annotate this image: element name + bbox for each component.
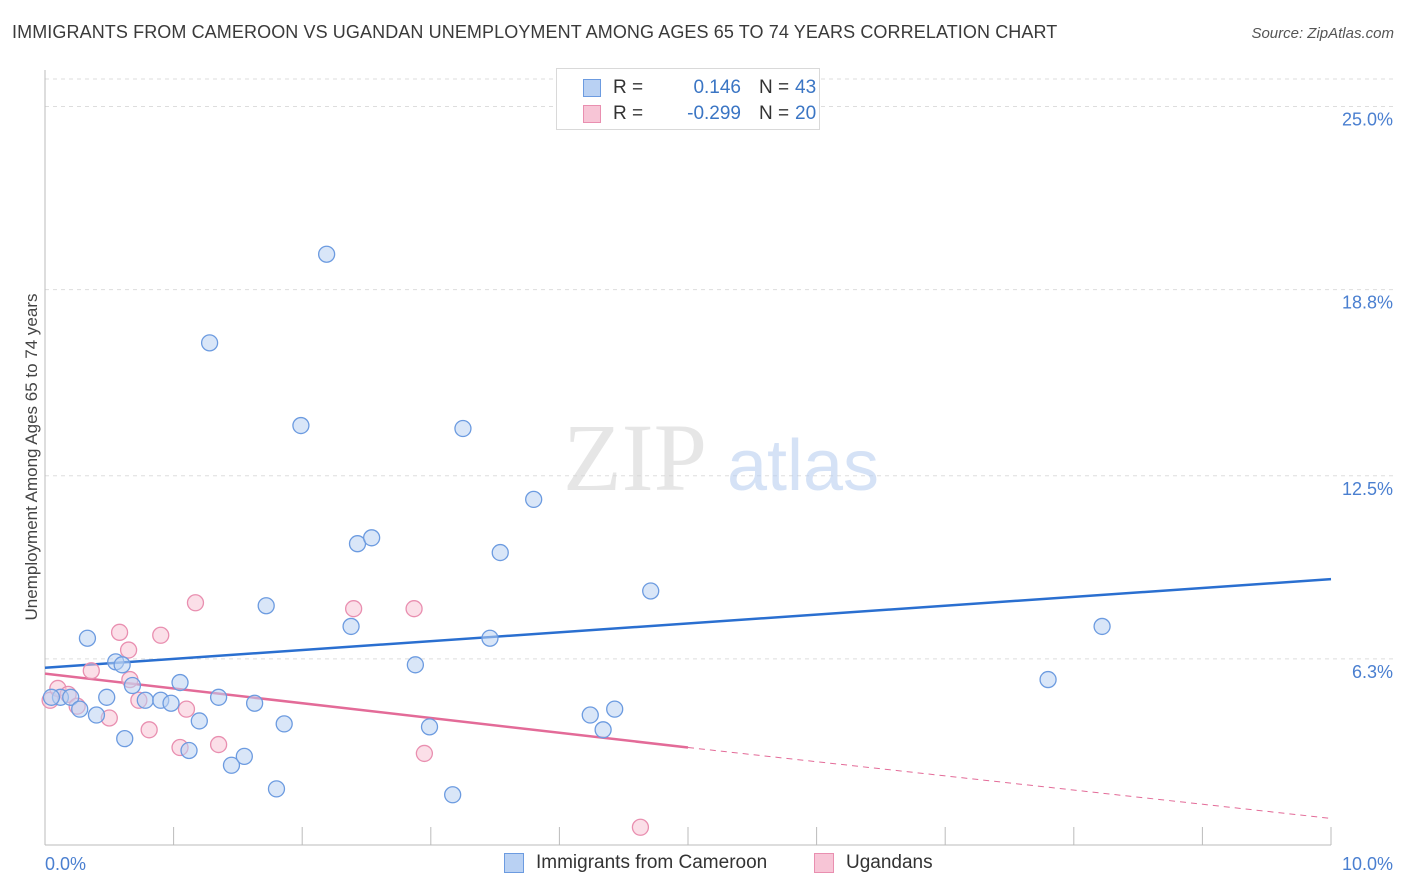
source-label: Source: ZipAtlas.com (1251, 25, 1394, 42)
x-tick-label: 10.0% (1342, 854, 1393, 874)
cameroon-point (116, 730, 134, 748)
legend-n-label: N = (759, 103, 790, 124)
bottom-legend-label: Ugandans (846, 852, 933, 873)
watermark-atlas: atlas (727, 426, 879, 506)
ugandan-point (177, 700, 196, 718)
cameroon-point (491, 543, 509, 562)
ugandan-point (110, 623, 129, 641)
chart-title: IMMIGRANTS FROM CAMEROON VS UGANDAN UNEM… (12, 22, 1058, 42)
legend-r-label: R = (613, 77, 644, 98)
ugandan-point (405, 600, 423, 618)
cameroon-point (200, 334, 219, 352)
trend-line-ugandans (44, 672, 689, 749)
cameroon-point (275, 715, 293, 733)
cameroon-point (42, 688, 61, 706)
cameroon-point (642, 582, 660, 600)
tick-labels: 6.3% 12.5% 18.8% 25.0% 0.0% 10.0% (45, 110, 1393, 874)
cameroon-point (1093, 617, 1111, 636)
correlation-legend: R = 0.146 N = 43 R = -0.299 N = 20 (556, 68, 820, 130)
ugandan-point (152, 626, 170, 644)
data-points (41, 245, 1111, 836)
ugandan-point (415, 744, 434, 763)
cameroon-point (606, 700, 624, 718)
cameroon-point (342, 617, 360, 636)
cameroon-point (581, 706, 599, 724)
ugandan-point (344, 600, 363, 618)
cameroon-point (594, 721, 612, 739)
bottom-legend-label: Immigrants from Cameroon (536, 852, 768, 873)
cameroon-point (87, 706, 106, 724)
axes (44, 70, 1332, 846)
cameroon-point (525, 490, 543, 509)
legend-n-value: 20 (795, 103, 817, 124)
cameroon-point (292, 416, 310, 435)
legend-r-value: -0.299 (687, 103, 741, 124)
legend-r-value: 0.146 (693, 77, 741, 98)
trend-lines (44, 577, 1332, 819)
cameroon-point (136, 691, 154, 709)
bottom-legend-swatch-pink (814, 853, 834, 873)
cameroon-point (222, 756, 241, 774)
cameroon-point (317, 245, 336, 263)
legend-swatch-pink (583, 105, 601, 123)
cameroon-point (78, 629, 97, 647)
cameroon-point (62, 688, 80, 706)
watermark-zip: ZIP (563, 404, 707, 511)
ugandan-point (631, 818, 650, 836)
cameroon-point (235, 747, 253, 766)
cameroon-point (162, 694, 180, 712)
y-tick-label: 25.0% (1342, 110, 1393, 130)
ugandan-point (186, 594, 205, 612)
y-tick-label: 18.8% (1342, 293, 1393, 313)
y-tick-label: 6.3% (1352, 662, 1393, 682)
ugandan-point (209, 735, 228, 754)
trend-line-ugandans (687, 747, 1332, 819)
y-axis-label: Unemployment Among Ages 65 to 74 years (22, 294, 41, 621)
cameroon-point (267, 780, 286, 798)
cameroon-point (180, 741, 198, 760)
y-tick-label: 12.5% (1342, 479, 1393, 499)
cameroon-point (71, 700, 89, 718)
cameroon-point (406, 656, 425, 674)
cameroon-point (420, 718, 439, 736)
cameroon-point (362, 529, 381, 547)
cameroon-point (481, 629, 499, 647)
legend-n-label: N = (759, 77, 790, 98)
cameroon-point (123, 676, 142, 695)
cameroon-point (1039, 670, 1057, 689)
cameroon-point (113, 656, 131, 674)
grid-lines (45, 78, 1393, 660)
cameroon-point (444, 786, 462, 804)
x-tick-label: 0.0% (45, 854, 86, 874)
legend-swatch-blue (583, 79, 601, 97)
ugandan-point (119, 641, 138, 659)
cameroon-point (171, 673, 189, 692)
cameroon-point (245, 694, 264, 712)
ugandan-point (82, 662, 100, 680)
cameroon-point (190, 712, 208, 730)
legend-r-label: R = (613, 103, 644, 124)
ugandan-point (140, 721, 158, 739)
bottom-legend-swatch-blue (504, 853, 524, 873)
cameroon-point (257, 597, 275, 615)
cameroon-point (209, 688, 228, 706)
trend-line-cameroon (44, 577, 1332, 670)
cameroon-point (454, 419, 472, 438)
cameroon-point (98, 688, 116, 706)
legend-n-value: 43 (795, 77, 817, 98)
